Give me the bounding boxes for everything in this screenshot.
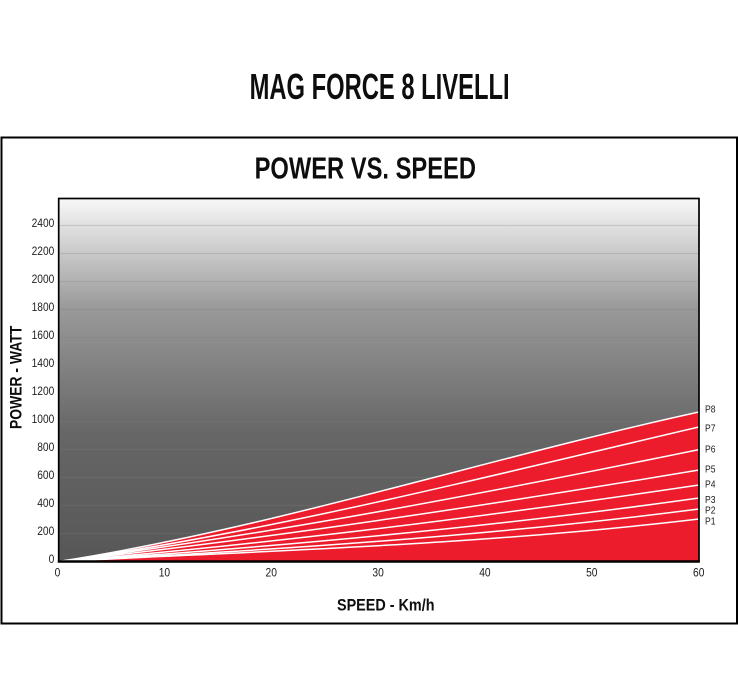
svg-text:POWER - WATT: POWER - WATT <box>7 325 26 429</box>
svg-text:1800: 1800 <box>32 300 55 314</box>
svg-text:SPEED - Km/h: SPEED - Km/h <box>337 597 435 615</box>
svg-text:400: 400 <box>37 496 54 510</box>
svg-text:20: 20 <box>266 565 278 579</box>
svg-text:P8: P8 <box>705 404 716 416</box>
svg-text:P6: P6 <box>705 444 716 456</box>
svg-text:P5: P5 <box>705 463 716 475</box>
svg-text:1000: 1000 <box>32 412 55 426</box>
svg-text:200: 200 <box>37 524 54 538</box>
svg-text:POWER VS. SPEED: POWER VS. SPEED <box>255 151 476 186</box>
svg-text:1200: 1200 <box>32 384 55 398</box>
svg-text:P2: P2 <box>705 505 716 517</box>
svg-text:0: 0 <box>55 565 61 579</box>
svg-text:2400: 2400 <box>32 216 55 230</box>
svg-text:600: 600 <box>37 468 54 482</box>
svg-text:P1: P1 <box>705 516 716 528</box>
svg-text:P4: P4 <box>705 478 716 490</box>
svg-text:1600: 1600 <box>32 328 55 342</box>
svg-text:2200: 2200 <box>32 244 55 258</box>
svg-text:2000: 2000 <box>32 272 55 286</box>
svg-text:40: 40 <box>479 565 491 579</box>
svg-text:1400: 1400 <box>32 356 55 370</box>
svg-text:50: 50 <box>586 565 598 579</box>
svg-text:0: 0 <box>49 552 55 566</box>
svg-text:30: 30 <box>372 565 384 579</box>
svg-text:MAG FORCE 8 LIVELLI: MAG FORCE 8 LIVELLI <box>250 66 510 107</box>
svg-text:60: 60 <box>693 565 705 579</box>
svg-text:P7: P7 <box>705 423 716 435</box>
svg-text:10: 10 <box>159 565 171 579</box>
svg-text:800: 800 <box>37 440 54 454</box>
svg-text:P3: P3 <box>705 494 716 506</box>
